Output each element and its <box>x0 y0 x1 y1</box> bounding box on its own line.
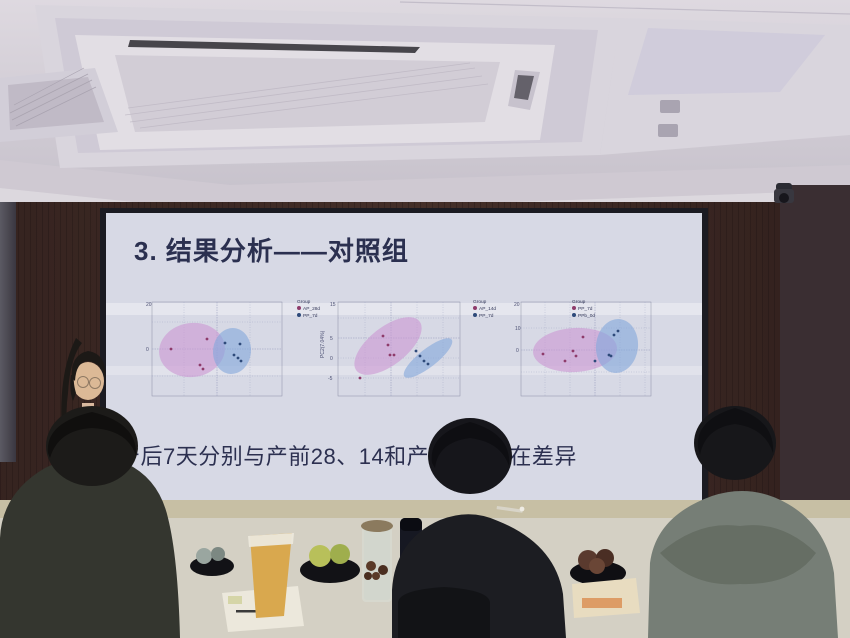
svg-text:0: 0 <box>516 348 519 354</box>
svg-text:PC2(7.04%): PC2(7.04%) <box>320 330 326 358</box>
svg-text:0: 0 <box>330 356 333 362</box>
svg-text:-5: -5 <box>328 376 333 382</box>
svg-text:10: 10 <box>515 326 521 332</box>
svg-text:5: 5 <box>330 336 333 342</box>
svg-text:15: 15 <box>330 302 336 308</box>
svg-text:20: 20 <box>514 302 520 308</box>
